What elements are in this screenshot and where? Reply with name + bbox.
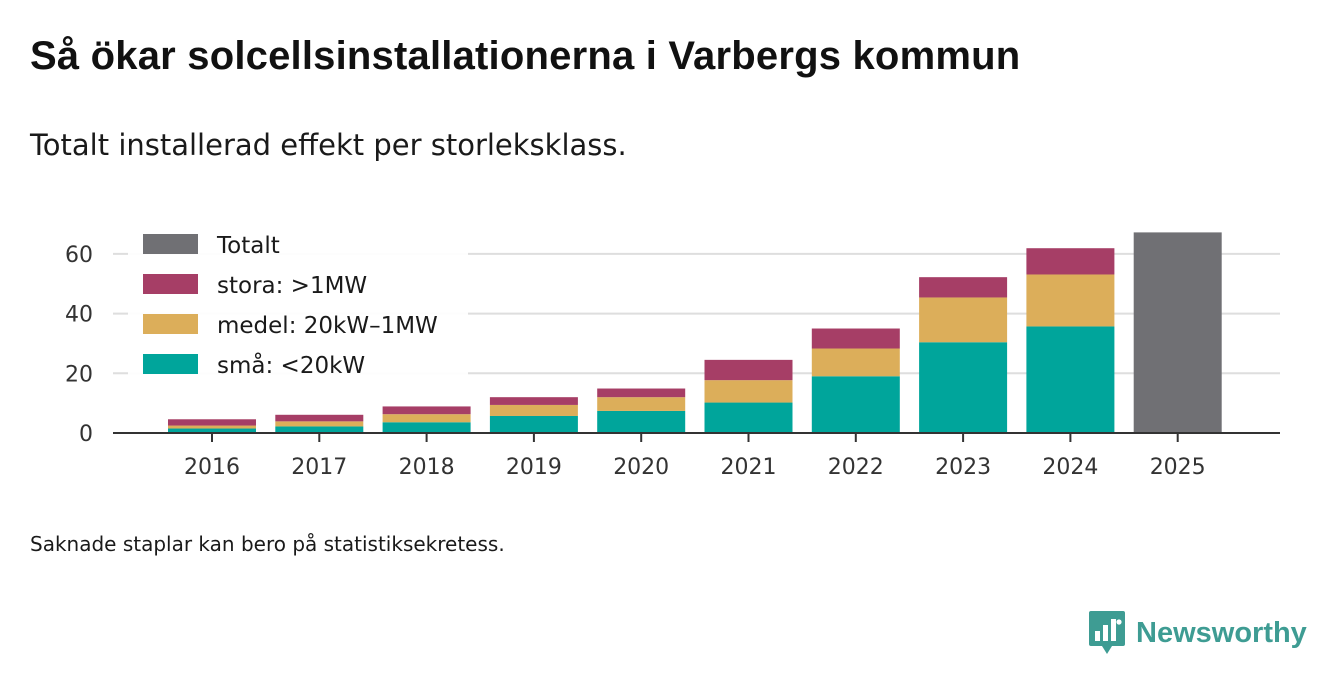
x-tick-label: 2019 <box>506 455 562 480</box>
y-tick-label: 60 <box>65 243 93 268</box>
bar-sma-2019[interactable] <box>489 415 578 433</box>
y-tick-label: 40 <box>65 303 93 328</box>
legend-swatch-sma[interactable] <box>143 354 198 374</box>
bar-medel-2024[interactable] <box>1026 274 1115 327</box>
bar-stora-2022[interactable] <box>811 328 900 349</box>
bar-medel-2022[interactable] <box>811 348 900 377</box>
brand-logo[interactable]: Newsworthy <box>1088 610 1307 656</box>
legend: Totalt stora: >1MW medel: 20kW–1MW små: <20… <box>128 222 468 386</box>
bar-medel-2021[interactable] <box>704 380 793 403</box>
bars <box>168 232 1222 433</box>
bar-sma-2021[interactable] <box>704 402 793 433</box>
bar-medel-2016[interactable] <box>168 425 256 429</box>
bar-stora-2024[interactable] <box>1026 248 1115 275</box>
legend-swatch-medel[interactable] <box>143 314 198 334</box>
legend-swatch-stora[interactable] <box>143 274 198 294</box>
footnote: Saknade staplar kan bero på statistiksek… <box>30 532 505 556</box>
bar-sma-2024[interactable] <box>1026 326 1115 433</box>
bar-sma-2023[interactable] <box>919 342 1008 433</box>
bar-stora-2017[interactable] <box>275 414 364 422</box>
bar-stora-2019[interactable] <box>489 397 578 405</box>
newsworthy-logo-icon <box>1089 611 1125 654</box>
bar-stora-2020[interactable] <box>597 388 686 398</box>
bar-sma-2022[interactable] <box>811 376 900 433</box>
bar-sma-2020[interactable] <box>597 410 686 433</box>
legend-label-totalt: Totalt <box>216 233 280 259</box>
bar-sma-2017[interactable] <box>275 426 364 433</box>
bar-stora-2018[interactable] <box>382 406 471 415</box>
bar-medel-2023[interactable] <box>919 297 1008 343</box>
x-tick-label: 2023 <box>935 455 991 480</box>
bar-sma-2016[interactable] <box>168 428 256 433</box>
legend-label-sma: små: <20kW <box>217 351 365 379</box>
bar-sma-2018[interactable] <box>382 422 471 433</box>
bar-medel-2018[interactable] <box>382 414 471 423</box>
x-tick-label: 2022 <box>828 455 884 480</box>
y-tick-label: 0 <box>79 422 93 447</box>
legend-label-stora: stora: >1MW <box>217 273 367 299</box>
legend-swatch-totalt[interactable] <box>143 234 198 254</box>
x-tick-label: 2025 <box>1150 455 1206 480</box>
x-tick-label: 2016 <box>184 455 240 480</box>
bar-medel-2017[interactable] <box>275 421 364 427</box>
x-tick-label: 2021 <box>721 455 777 480</box>
x-tick-label: 2018 <box>399 455 455 480</box>
bar-stora-2016[interactable] <box>168 419 256 426</box>
legend-label-medel: medel: 20kW–1MW <box>217 313 438 339</box>
bar-totalt-2025[interactable] <box>1133 232 1222 433</box>
chart-title: Så ökar solcellsinstallationerna i Varbe… <box>30 34 1021 78</box>
chart-subtitle: Totalt installerad effekt per storlekskl… <box>30 128 627 162</box>
x-tick-label: 2020 <box>613 455 669 480</box>
bar-medel-2020[interactable] <box>597 397 686 411</box>
bar-stora-2023[interactable] <box>919 277 1008 298</box>
brand-name: Newsworthy <box>1136 616 1307 649</box>
axes: 0 20 40 60 2016 2017 2018 2019 2020 2021 2022 2023 2… <box>65 243 1280 480</box>
x-tick-label: 2017 <box>291 455 347 480</box>
y-tick-label: 20 <box>65 362 93 387</box>
bar-stora-2021[interactable] <box>704 359 793 381</box>
x-tick-label: 2024 <box>1042 455 1098 480</box>
bar-medel-2019[interactable] <box>489 404 578 416</box>
